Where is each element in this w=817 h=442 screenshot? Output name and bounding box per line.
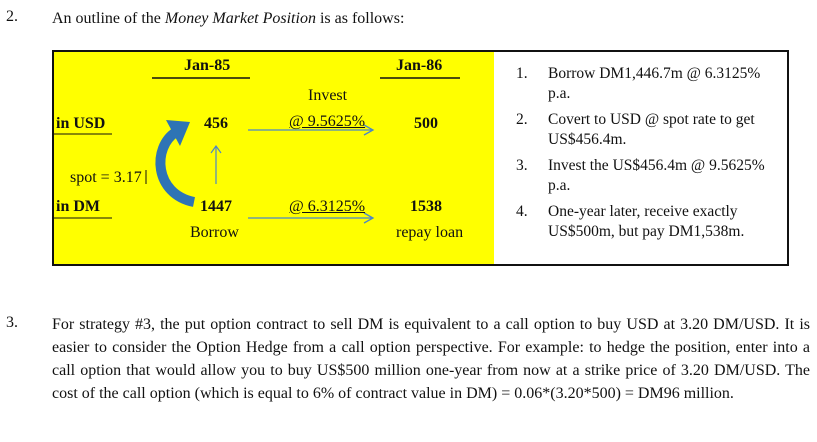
section-2-intro: An outline of the Money Market Position …: [52, 7, 404, 30]
repay-loan-label: repay loan: [396, 224, 464, 241]
row-label-usd: in USD: [56, 115, 106, 132]
up-arrow-head: [210, 144, 222, 154]
step-number: 2.: [516, 111, 528, 128]
step-text: Borrow DM1,446.7m @ 6.3125% p.a.: [548, 65, 761, 102]
step-number: 4.: [516, 203, 528, 220]
intro-text: An outline of the: [52, 10, 165, 27]
col-header-jan85: Jan-85: [184, 57, 231, 74]
step-text: One-year later, receive exactly US$500m,…: [548, 203, 745, 240]
intro-text-end: is as follows:: [315, 10, 405, 27]
section-3-number: 3.: [6, 314, 18, 331]
usd-jan86-value: 500: [414, 115, 438, 132]
borrow-label: Borrow: [190, 224, 239, 241]
steps-list: 1. Borrow DM1,446.7m @ 6.3125% p.a. 2. Cov…: [514, 64, 784, 248]
invest-label: Invest: [308, 87, 348, 104]
list-item: 2. Covert to USD @ spot rate to get US$45…: [514, 110, 784, 150]
list-item: 3. Invest the US$456.4m @ 9.5625% p.a.: [514, 156, 784, 196]
borrow-arrow-head: [363, 212, 375, 224]
usd-jan85-value: 456: [204, 115, 228, 132]
row-label-dm: in DM: [56, 198, 100, 215]
dm-jan86-value: 1538: [410, 198, 442, 215]
spot-rate-label: spot = 3.17: [70, 169, 142, 186]
list-item: 4. One-year later, receive exactly US$500…: [514, 202, 784, 242]
step-text: Covert to USD @ spot rate to get US$456.…: [548, 111, 755, 148]
section-2-number: 2.: [6, 8, 18, 25]
col-header-jan86: Jan-86: [396, 57, 443, 74]
conversion-arrow-head: [166, 120, 190, 146]
diagram-highlight: [54, 52, 494, 264]
conversion-curve-arrow: [155, 127, 196, 207]
dm-jan85-value: 1447: [200, 198, 232, 215]
money-market-diagram: Jan-85 Jan-86 Invest in USD 456 @ 9.5625…: [52, 50, 789, 266]
list-item: 1. Borrow DM1,446.7m @ 6.3125% p.a.: [514, 64, 784, 104]
section-3-paragraph: For strategy #3, the put option contract…: [52, 316, 810, 402]
invest-rate: @ 9.5625%: [289, 113, 366, 130]
step-text: Invest the US$456.4m @ 9.5625% p.a.: [548, 157, 765, 194]
step-number: 1.: [516, 65, 528, 82]
diagram-arrows: [54, 77, 460, 224]
invest-arrow-head: [363, 124, 375, 136]
intro-emphasis: Money Market Position: [164, 10, 316, 27]
borrow-rate: @ 6.3125%: [289, 198, 366, 215]
step-number: 3.: [516, 157, 528, 174]
